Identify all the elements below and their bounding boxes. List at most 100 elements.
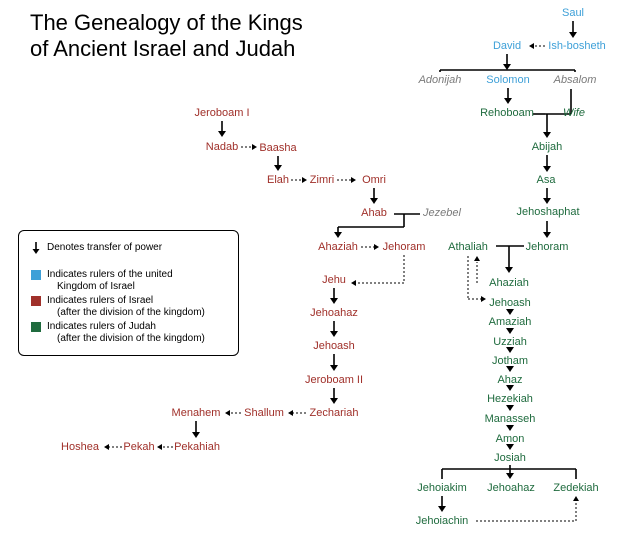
- arrowhead-87: [506, 473, 514, 479]
- arrowhead-49: [330, 365, 338, 371]
- node-jehoahaz-judah: Jehoahaz: [487, 482, 535, 494]
- node-omri: Omri: [362, 174, 386, 186]
- node-elah: Elah: [266, 174, 290, 186]
- arrowhead-81: [506, 405, 514, 411]
- arrowhead-21: [543, 232, 551, 238]
- arrowhead-66: [474, 256, 480, 261]
- arrowhead-59: [157, 444, 162, 450]
- arrowhead-75: [506, 347, 514, 353]
- arrowhead-33: [370, 198, 378, 204]
- arrowhead-73: [506, 328, 514, 334]
- arrowhead-85: [506, 444, 514, 450]
- legend-israel-text-2: (after the division of the kingdom): [57, 307, 205, 318]
- node-jehoiachin: Jehoiachin: [415, 515, 469, 527]
- legend-united-text-1: Indicates rulers of the united: [47, 269, 173, 280]
- legend-judah-text-2: (after the division of the kingdom): [57, 333, 205, 344]
- arrowhead-17: [543, 166, 551, 172]
- arrowhead-23: [218, 131, 226, 137]
- node-zimri: Zimri: [309, 174, 335, 186]
- node-asa: Asa: [536, 174, 556, 186]
- arrowhead-31: [351, 177, 356, 183]
- node-nadab: Nadab: [205, 141, 239, 153]
- node-shallum: Shallum: [244, 407, 284, 419]
- node-baasha: Baasha: [259, 142, 297, 154]
- arrowhead-38: [334, 232, 342, 238]
- node-adonijah: Adonijah: [418, 74, 462, 86]
- legend-united-text-2: Kingdom of Israel: [57, 281, 135, 292]
- node-pekah: Pekah: [123, 441, 155, 453]
- arrowhead-83: [506, 425, 514, 431]
- node-jehoiakim: Jehoiakim: [417, 482, 467, 494]
- node-amon: Amon: [495, 433, 525, 445]
- arrowhead-10: [504, 98, 512, 104]
- node-amaziah: Amaziah: [488, 316, 532, 328]
- node-jehoshaphat: Jehoshaphat: [516, 206, 580, 218]
- node-ahab: Ahab: [361, 207, 387, 219]
- legend-israel-text-1: Indicates rulers of Israel: [47, 295, 154, 306]
- node-jeroboam-i: Jeroboam I: [194, 107, 250, 119]
- judah-swatch: [31, 322, 41, 332]
- node-absalom: Absalom: [553, 74, 597, 86]
- node-ish-bosheth: Ish-bosheth: [548, 40, 606, 52]
- node-zechariah: Zechariah: [309, 407, 359, 419]
- node-menahem: Menahem: [171, 407, 221, 419]
- arrowhead-3: [529, 43, 534, 49]
- node-ahaz: Ahaz: [497, 374, 523, 386]
- israel-swatch: [31, 296, 41, 306]
- arrowhead-95: [573, 496, 579, 501]
- node-jehoram-israel: Jehoram: [382, 241, 426, 253]
- node-david: David: [492, 40, 522, 52]
- legend-judah-text-1: Indicates rulers of Judah: [47, 321, 156, 332]
- node-zedekiah: Zedekiah: [553, 482, 599, 494]
- node-jehoram-judah: Jehoram: [525, 241, 569, 253]
- arrowhead-79: [506, 385, 514, 391]
- arrowhead-15: [543, 132, 551, 138]
- node-hezekiah: Hezekiah: [487, 393, 533, 405]
- arrowhead-57: [192, 432, 200, 438]
- down-arrow-icon: [32, 242, 40, 254]
- node-jehoahaz-israel: Jehoahaz: [310, 307, 358, 319]
- arrowhead-55: [225, 410, 230, 416]
- arrowhead-25: [252, 144, 257, 150]
- node-jehoash-judah: Jehoash: [489, 297, 531, 309]
- node-uzziah: Uzziah: [493, 336, 527, 348]
- arrowhead-19: [543, 198, 551, 204]
- arrowhead-71: [506, 309, 514, 315]
- arrowhead-47: [330, 331, 338, 337]
- legend-box: Denotes transfer of power Indicates rule…: [18, 230, 239, 356]
- arrowhead-45: [330, 298, 338, 304]
- arrowhead-51: [330, 398, 338, 404]
- arrowhead-77: [506, 366, 514, 372]
- node-jotham: Jotham: [491, 355, 529, 367]
- arrowhead-69: [481, 296, 486, 302]
- legend-arrow-text: Denotes transfer of power: [47, 242, 163, 253]
- arrowhead-92: [438, 506, 446, 512]
- arrowhead-1: [569, 32, 577, 38]
- arrowhead-29: [302, 177, 307, 183]
- node-ahaziah-israel: Ahaziah: [318, 241, 358, 253]
- arrowhead-5: [503, 64, 511, 70]
- arrowhead-53: [288, 410, 293, 416]
- node-wife: Wife: [563, 107, 585, 119]
- node-saul: Saul: [561, 7, 585, 19]
- node-jezebel: Jezebel: [423, 207, 461, 219]
- title-line-1: The Genealogy of the Kings: [30, 10, 303, 35]
- node-jeroboam-ii: Jeroboam II: [304, 374, 364, 386]
- title-line-2: of Ancient Israel and Judah: [30, 36, 296, 61]
- node-jehoash-israel: Jehoash: [313, 340, 355, 352]
- node-abijah: Abijah: [531, 141, 563, 153]
- node-jehu: Jehu: [322, 274, 346, 286]
- node-athaliah: Athaliah: [448, 241, 488, 253]
- node-hoshea: Hoshea: [61, 441, 99, 453]
- node-pekahiah: Pekahiah: [174, 441, 220, 453]
- node-manasseh: Manasseh: [484, 413, 536, 425]
- node-rehoboam: Rehoboam: [480, 107, 534, 119]
- node-josiah: Josiah: [494, 452, 526, 464]
- node-ahaziah-judah: Ahaziah: [489, 277, 529, 289]
- arrowhead-64: [505, 267, 513, 273]
- united-swatch: [31, 270, 41, 280]
- arrowhead-43: [351, 280, 356, 286]
- arrowhead-40: [374, 244, 379, 250]
